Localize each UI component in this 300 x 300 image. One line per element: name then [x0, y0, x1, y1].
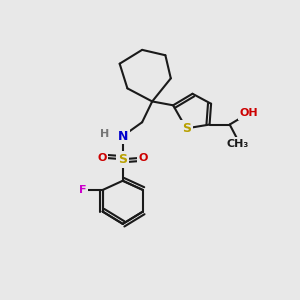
Text: S: S: [118, 153, 127, 166]
Text: OH: OH: [240, 108, 258, 118]
Text: O: O: [97, 153, 106, 163]
Text: S: S: [182, 122, 191, 135]
Text: F: F: [79, 185, 86, 195]
Text: N: N: [118, 130, 128, 142]
Text: H: H: [100, 129, 110, 139]
Text: O: O: [139, 153, 148, 163]
Text: CH₃: CH₃: [226, 139, 249, 149]
